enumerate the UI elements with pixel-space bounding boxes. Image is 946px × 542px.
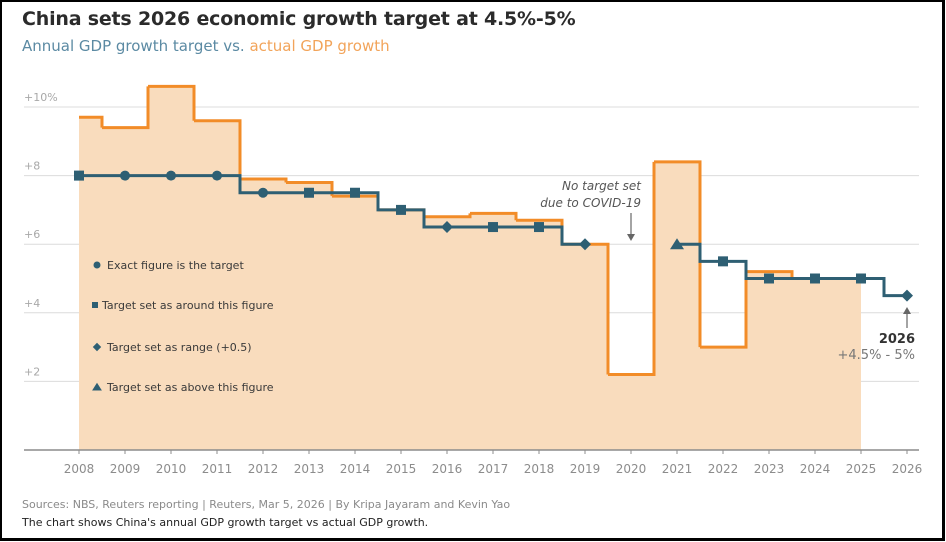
actual-line-layer xyxy=(79,84,861,377)
x-tick-label: 2013 xyxy=(294,462,325,476)
x-tick-label: 2011 xyxy=(202,462,233,476)
subtitle-target: Annual GDP growth target xyxy=(22,37,219,55)
x-tick-label: 2018 xyxy=(524,462,555,476)
legend-item: Target set as range (+0.5) xyxy=(92,341,252,354)
target-marker-2023 xyxy=(764,273,774,284)
legend-item: Exact figure is the target xyxy=(93,259,244,272)
actual-area xyxy=(79,86,861,451)
chart-subtitle: Annual GDP growth target vs. actual GDP … xyxy=(22,37,390,55)
target-marker-2019 xyxy=(579,238,591,251)
legend-diamond-icon xyxy=(92,342,102,352)
target-marker-2022 xyxy=(718,256,728,267)
x-tick-label: 2025 xyxy=(846,462,877,476)
footer-description: The chart shows China's annual GDP growt… xyxy=(22,516,429,529)
x-axis: 2008 2009 2010 2011 2012 2013 2014 2015 2016 2017… xyxy=(24,449,923,476)
target-marker-2016 xyxy=(441,221,453,234)
annotations: No target set due to COVID-19 2026+4.5% - … xyxy=(540,179,915,363)
actual-step-2020 xyxy=(608,161,656,377)
legend-triangle-icon xyxy=(92,382,102,391)
legend-square-icon xyxy=(92,302,98,308)
target-marker-2012 xyxy=(258,187,268,198)
target-marker-2008 xyxy=(74,170,84,181)
target-step-2011 xyxy=(217,174,263,195)
target-line-layer xyxy=(74,170,913,302)
target-marker-2014 xyxy=(350,187,360,198)
actual-fill-layer xyxy=(79,86,861,451)
legend-item: Target set as around this figure xyxy=(92,299,274,312)
target-marker-2021 xyxy=(670,238,684,250)
arrow-up-icon xyxy=(903,307,911,314)
x-tick-label: 2023 xyxy=(754,462,785,476)
subtitle-actual: actual GDP growth xyxy=(249,37,390,55)
target-step-2022 xyxy=(723,259,769,280)
target-marker-2011 xyxy=(212,170,222,181)
y-tick-label: +2 xyxy=(24,365,40,378)
actual-step-2023 xyxy=(746,270,794,279)
target-marker-2025 xyxy=(856,273,866,284)
subtitle-vs: vs. xyxy=(218,37,250,55)
x-tick-label: 2024 xyxy=(800,462,831,476)
target-marker-2015 xyxy=(396,204,406,215)
y-tick-label: +10% xyxy=(24,91,58,104)
x-tick-label: 2022 xyxy=(708,462,739,476)
x-tick-label: 2009 xyxy=(110,462,141,476)
target-marker-2017 xyxy=(488,222,498,233)
chart-title: China sets 2026 economic growth target a… xyxy=(22,8,576,30)
covid-note-line: due to COVID-19 xyxy=(540,196,641,210)
target-step-2018 xyxy=(539,225,585,246)
arrow-down-icon xyxy=(627,234,635,241)
actual-step-2021 xyxy=(654,160,702,348)
target-marker-2010 xyxy=(166,170,176,181)
actual-step-2017 xyxy=(470,211,518,221)
x-tick-label: 2015 xyxy=(386,462,417,476)
target-marker-2013 xyxy=(304,187,314,198)
x-tick-label: 2026 xyxy=(892,462,923,476)
target-step-2021 xyxy=(677,242,723,263)
target-marker-2018 xyxy=(534,222,544,233)
x-tick-label: 2012 xyxy=(248,462,279,476)
covid-note-line: No target set xyxy=(562,179,642,193)
legend-circle-icon xyxy=(93,261,101,269)
y-tick-label: +8 xyxy=(24,160,40,173)
target-step-2015 xyxy=(401,208,447,229)
x-tick-label: 2017 xyxy=(478,462,509,476)
legend-label: Target set as above this figure xyxy=(106,381,274,394)
target-2026-range: +4.5% - 5% xyxy=(838,348,916,363)
actual-step-2016 xyxy=(424,213,472,219)
target-2026-year: 2026 xyxy=(879,332,915,347)
target-step-2014 xyxy=(355,191,401,212)
footer-source: Sources: NBS, Reuters reporting | Reuter… xyxy=(22,498,511,511)
x-tick-label: 2020 xyxy=(616,462,647,476)
legend: Exact figure is the target Target set as … xyxy=(92,259,274,394)
y-tick-label: +6 xyxy=(24,228,40,241)
actual-step-2022 xyxy=(700,271,748,349)
legend-item: Target set as above this figure xyxy=(92,381,274,394)
x-tick-label: 2021 xyxy=(662,462,693,476)
legend-label: Exact figure is the target xyxy=(107,259,244,272)
y-tick-label: +4 xyxy=(24,297,40,310)
target-step-2025 xyxy=(861,277,907,298)
x-tick-label: 2010 xyxy=(156,462,187,476)
legend-label: Target set as range (+0.5) xyxy=(106,341,252,354)
target-marker-2026 xyxy=(901,289,913,302)
x-tick-label: 2016 xyxy=(432,462,463,476)
actual-step-2009 xyxy=(102,86,150,130)
x-tick-label: 2008 xyxy=(64,462,95,476)
x-tick-label: 2014 xyxy=(340,462,371,476)
actual-step-2010 xyxy=(148,84,196,121)
x-tick-label: 2019 xyxy=(570,462,601,476)
target-marker-2009 xyxy=(120,170,130,181)
legend-label: Target set as around this figure xyxy=(101,299,274,312)
target-marker-2024 xyxy=(810,273,820,284)
actual-step-2011 xyxy=(194,119,242,180)
actual-step-2008 xyxy=(79,115,104,128)
